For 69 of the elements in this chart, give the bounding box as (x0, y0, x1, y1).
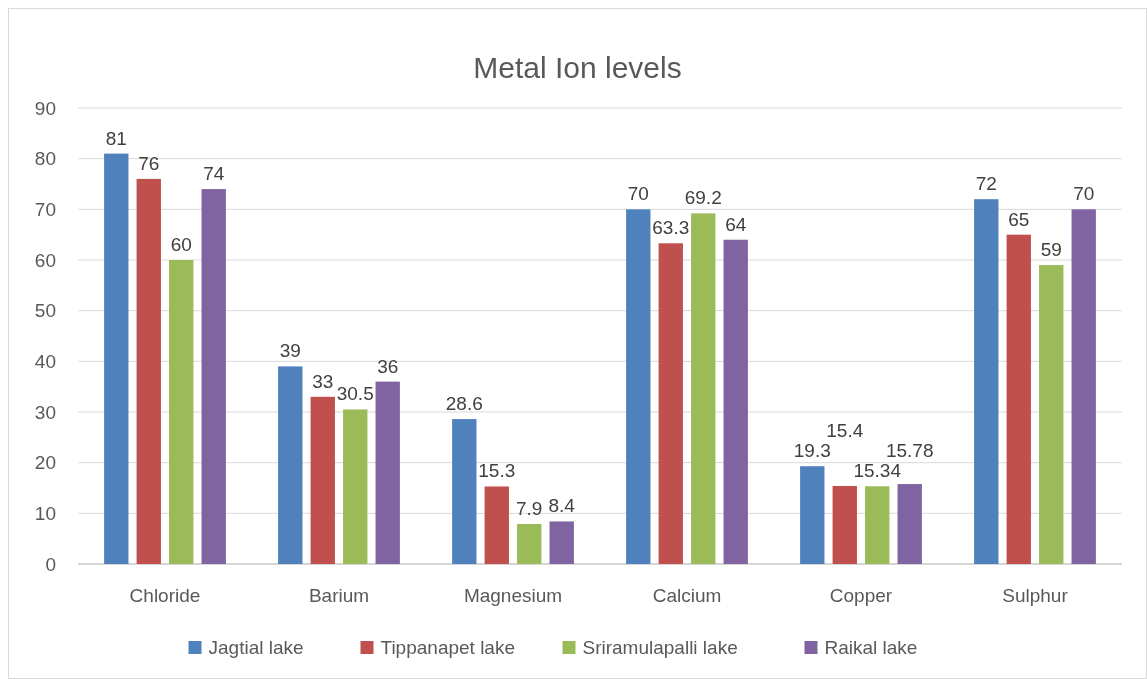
bar (310, 396, 335, 564)
x-tick-label: Copper (829, 585, 893, 606)
x-tick-label: Magnesium (463, 585, 563, 606)
bar (865, 486, 890, 564)
y-tick-label: 80 (34, 148, 56, 170)
x-tick-label: Barium (308, 585, 370, 606)
y-tick-label: 90 (34, 97, 56, 119)
y-tick-label: 40 (34, 350, 56, 372)
y-tick-label: 70 (34, 198, 56, 220)
data-label: 15.3 (478, 460, 516, 482)
data-label: 76 (138, 152, 160, 174)
data-label: 7.9 (516, 497, 543, 519)
legend-label: Sriramulapalli lake (582, 637, 738, 658)
data-label: 33 (312, 370, 334, 392)
bar (136, 178, 161, 564)
data-label: 74 (203, 163, 225, 185)
data-label: 15.4 (826, 420, 864, 442)
bar (723, 239, 748, 564)
bar (1006, 234, 1031, 564)
bar (832, 485, 857, 564)
data-label: 72 (975, 173, 997, 195)
data-label: 39 (279, 340, 301, 362)
data-label: 69.2 (684, 187, 722, 209)
x-tick-label: Chloride (129, 585, 201, 606)
bar (626, 209, 651, 564)
bar (517, 523, 542, 564)
y-tick-label: 30 (34, 401, 56, 423)
bar (452, 419, 477, 564)
bar (658, 243, 683, 564)
bar (278, 366, 303, 564)
bar (897, 484, 922, 564)
bar (201, 189, 226, 564)
data-label: 59 (1040, 239, 1062, 261)
data-label: 8.4 (548, 495, 576, 517)
data-label: 70 (1073, 183, 1095, 205)
bar (800, 466, 825, 564)
data-label: 60 (170, 234, 192, 255)
data-label: 63.3 (652, 217, 690, 239)
y-tick-label: 50 (34, 300, 56, 322)
x-tick-label: Sulphur (1002, 585, 1069, 606)
data-label: 15.78 (885, 440, 934, 462)
y-tick-label: 60 (34, 249, 56, 271)
legend-label: Jagtial lake (208, 637, 304, 658)
bar (1039, 265, 1064, 564)
bar (343, 409, 368, 564)
chart-title: Metal Ion levels (473, 51, 682, 84)
data-label: 30.5 (336, 383, 374, 405)
bar (974, 199, 999, 564)
data-label: 65 (1008, 208, 1030, 230)
bar (375, 381, 400, 564)
bar (549, 521, 574, 564)
data-label: 19.3 (793, 440, 831, 462)
legend-label: Raikal lake (824, 637, 918, 658)
y-tick-label: 10 (34, 502, 56, 524)
bar (484, 486, 509, 564)
data-label: 64 (725, 213, 747, 235)
data-label: 28.6 (445, 393, 483, 415)
y-tick-label: 0 (45, 553, 56, 575)
data-label: 36 (377, 355, 399, 377)
bar (691, 213, 716, 564)
data-label: 81 (105, 127, 127, 149)
bar (104, 153, 129, 564)
data-label: 70 (627, 183, 649, 205)
y-tick-label: 20 (34, 452, 56, 474)
legend-label: Tippanapet lake (380, 637, 516, 658)
data-label: 15.34 (853, 460, 902, 482)
bar (169, 260, 194, 564)
bar (1071, 209, 1096, 564)
x-tick-label: Calcium (652, 585, 722, 606)
